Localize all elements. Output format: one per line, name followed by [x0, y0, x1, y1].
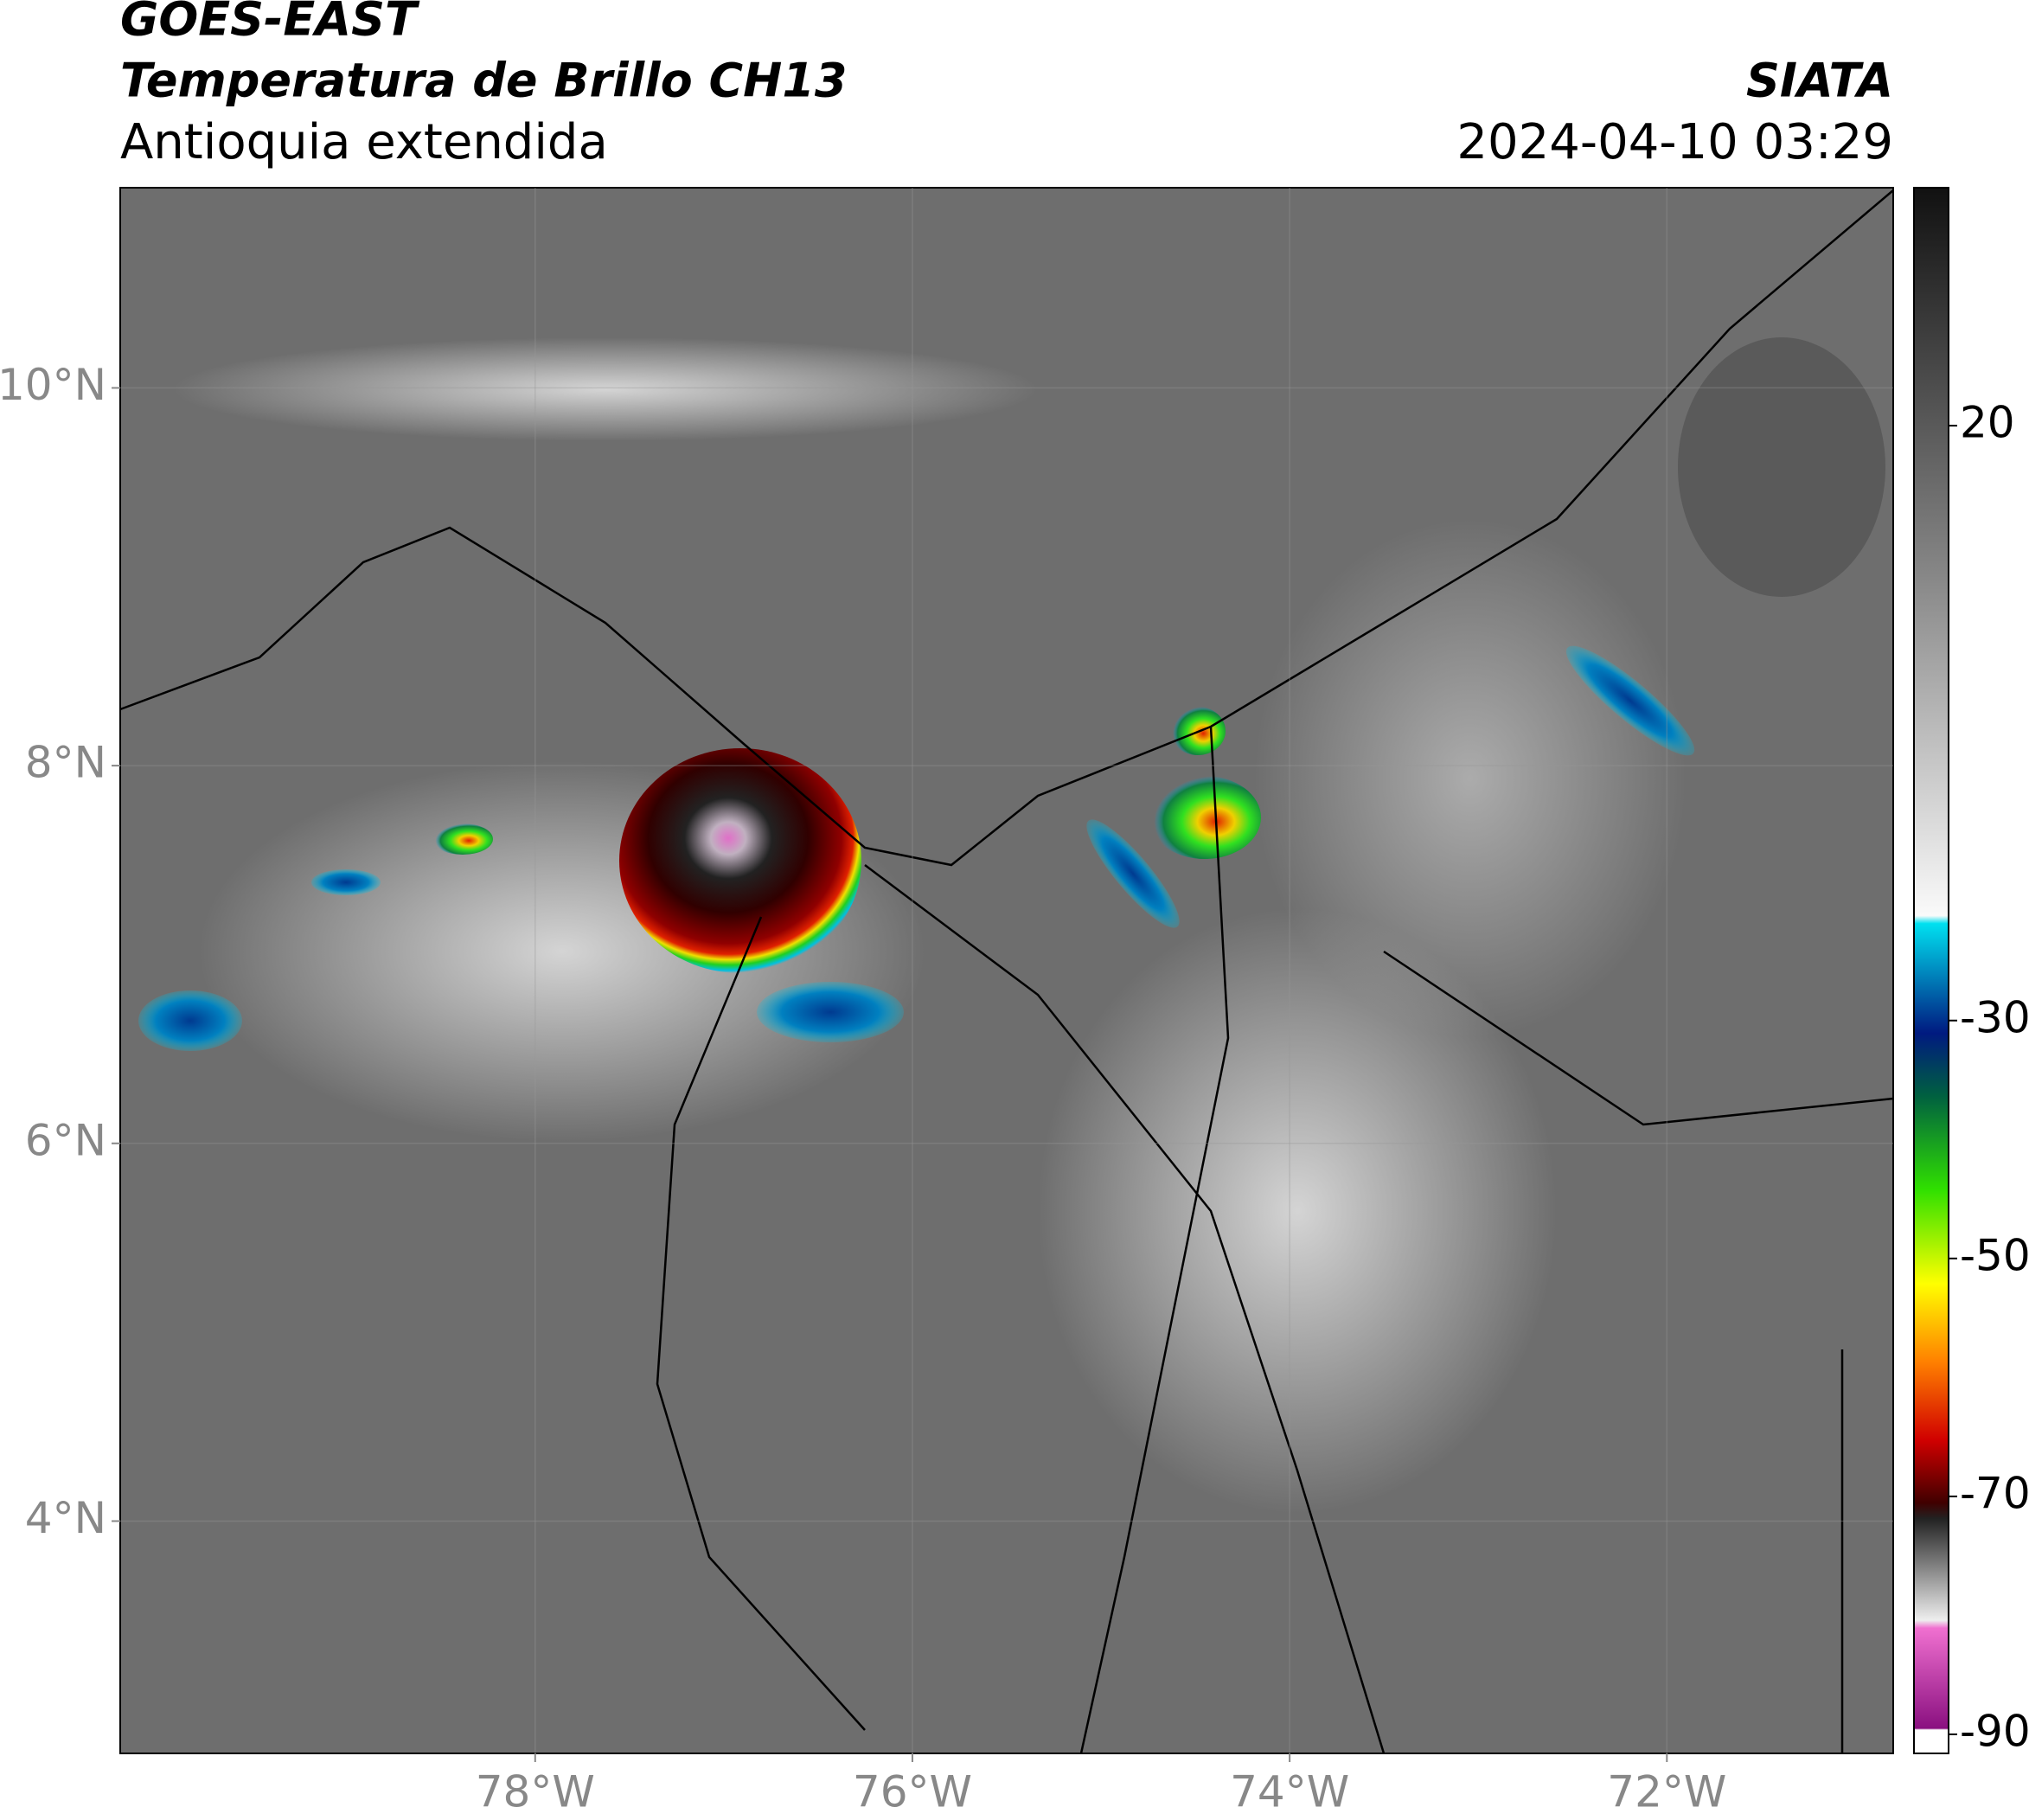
land-patch — [1678, 337, 1885, 597]
storm — [1149, 776, 1261, 859]
colorbar-tick-label: -50 — [1960, 1230, 2029, 1280]
x-tick-label: 72°W — [1607, 1767, 1726, 1817]
colorbar — [1913, 187, 1949, 1754]
x-tick-label: 74°W — [1230, 1767, 1349, 1817]
colorbar-tick-label: 20 — [1960, 398, 2015, 448]
product: Temperatura de Brillo CH13 — [120, 54, 848, 108]
cloud — [1254, 519, 1687, 1038]
x-tick-label: 78°W — [476, 1767, 595, 1817]
x-tick-label: 76°W — [853, 1767, 972, 1817]
colorbar-tick-label: -30 — [1960, 992, 2029, 1042]
cloud-top — [311, 869, 381, 895]
agency: SIATA — [1746, 54, 1893, 108]
y-tick-label: 10°N — [0, 360, 106, 410]
datetime: 2024-04-10 03:29 — [1456, 114, 1893, 170]
grid — [120, 188, 1893, 1753]
cloud-top — [1565, 645, 1695, 756]
y-tick-label: 6°N — [25, 1115, 106, 1165]
boundaries — [119, 189, 1894, 1754]
colorbar-tick-label: -90 — [1960, 1706, 2029, 1756]
region: Antioquia extendida — [120, 114, 608, 170]
y-tick-label: 4°N — [25, 1493, 106, 1543]
y-tick-label: 8°N — [25, 738, 106, 788]
cloud — [173, 337, 1038, 441]
map-image — [119, 187, 1894, 1754]
cloud-top — [1086, 819, 1180, 928]
satellite: GOES-EAST — [120, 0, 420, 47]
storm — [619, 748, 861, 973]
map-frame — [119, 187, 1894, 1754]
cloud-top — [757, 982, 904, 1042]
cloud — [1038, 908, 1557, 1514]
colorbar-tick-label: -70 — [1960, 1468, 2029, 1518]
cloud-top — [138, 990, 242, 1051]
cloud-top — [432, 823, 493, 855]
